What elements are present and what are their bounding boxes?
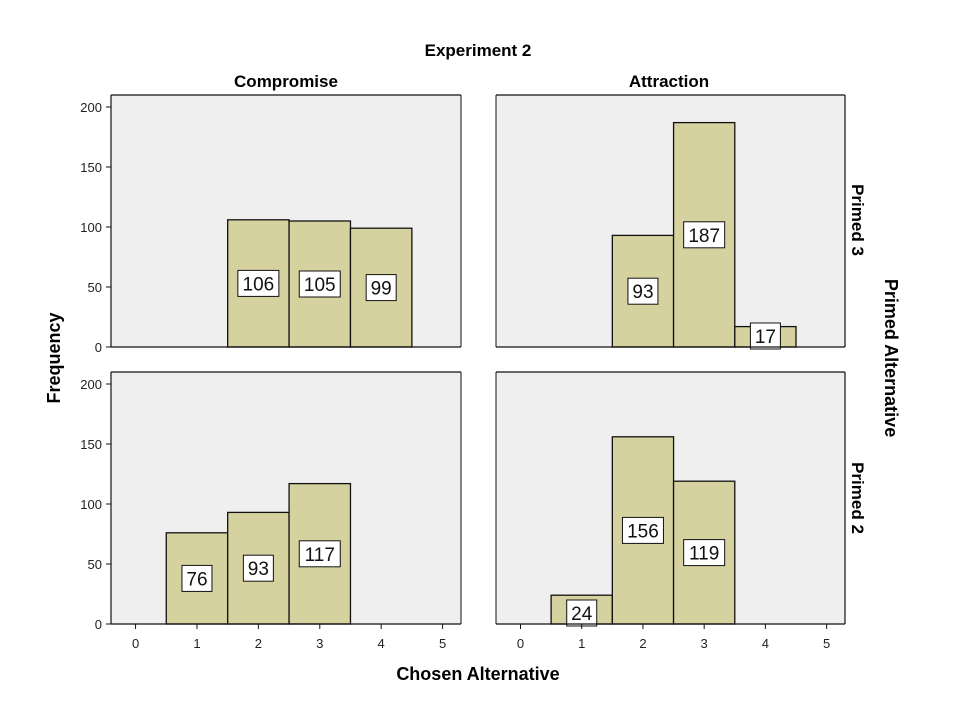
data-label-box — [621, 516, 664, 544]
x-tick-label-3: 3 — [701, 636, 708, 651]
y-tick-label-150: 150 — [80, 160, 102, 175]
data-label-box — [298, 270, 341, 298]
y-tick-label-200: 200 — [80, 377, 102, 392]
y-tick-label-200: 200 — [80, 100, 102, 115]
x-tick-label-1: 1 — [578, 636, 585, 651]
y-tick-label-0: 0 — [95, 340, 102, 355]
y-tick-label-100: 100 — [80, 220, 102, 235]
x-tick-label-5: 5 — [439, 636, 446, 651]
data-label-x3: 105 — [304, 275, 336, 296]
data-label-box — [237, 269, 280, 297]
data-label-x3: 117 — [305, 545, 335, 566]
y-tick-label-100: 100 — [80, 497, 102, 512]
x-tick-label-4: 4 — [378, 636, 385, 651]
data-label-x3: 119 — [689, 544, 719, 565]
x-tick-label-2: 2 — [255, 636, 262, 651]
data-label-x2: 156 — [627, 521, 659, 542]
panel-compromise-primed-3: 106 105 99 0 50 100 150 200 — [80, 94, 462, 355]
data-label-box — [683, 539, 726, 567]
row-label-primed-2: Primed 2 — [848, 462, 867, 534]
data-label-x4: 99 — [371, 279, 392, 300]
x-tick-label-2: 2 — [639, 636, 646, 651]
chart-title: Experiment 2 — [425, 41, 532, 60]
data-label-x1: 24 — [571, 604, 593, 625]
y-tick-label-150: 150 — [80, 437, 102, 452]
data-label-x2: 93 — [632, 282, 653, 303]
row-group-title: Primed Alternative — [881, 279, 901, 437]
column-label-attraction: Attraction — [629, 72, 709, 91]
x-axis-title: Chosen Alternative — [396, 664, 559, 684]
panel-compromise-primed-2: 76 93 117 0 50 100 150 200 0 1 2 3 4 5 — [80, 371, 462, 651]
data-label-box — [683, 221, 726, 249]
data-label-box — [181, 564, 213, 592]
y-tick-label-0: 0 — [95, 617, 102, 632]
x-tick-label-3: 3 — [316, 636, 323, 651]
row-label-primed-3: Primed 3 — [848, 184, 867, 256]
x-tick-label-4: 4 — [762, 636, 769, 651]
x-tick-label-0: 0 — [132, 636, 139, 651]
data-label-x3: 187 — [688, 226, 720, 247]
y-tick-label-50: 50 — [88, 280, 102, 295]
panel-attraction-primed-3: 93 187 17 — [495, 94, 846, 350]
data-label-box — [627, 277, 659, 305]
data-label-x4: 17 — [755, 327, 776, 348]
y-axis-title: Frequency — [44, 312, 64, 403]
data-label-x2: 106 — [243, 274, 275, 295]
column-label-compromise: Compromise — [234, 72, 338, 91]
data-label-x2: 93 — [248, 559, 269, 580]
y-tick-label-50: 50 — [88, 557, 102, 572]
x-tick-label-0: 0 — [517, 636, 524, 651]
data-label-box — [242, 554, 274, 582]
x-tick-label-1: 1 — [193, 636, 200, 651]
x-tick-label-5: 5 — [823, 636, 830, 651]
data-label-x1: 76 — [186, 569, 207, 590]
data-label-box — [298, 540, 341, 568]
panel-attraction-primed-2: 24 156 119 0 1 2 3 4 5 — [495, 371, 846, 651]
data-label-box — [749, 322, 781, 350]
data-label-box — [365, 274, 397, 302]
